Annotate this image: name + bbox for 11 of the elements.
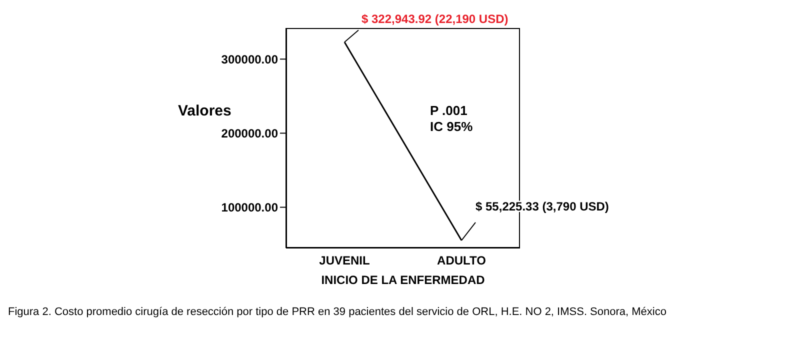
annotation: P .001 bbox=[430, 103, 468, 118]
y-tick-label: 100000.00 bbox=[221, 200, 278, 215]
y-tick-label: 200000.00 bbox=[221, 126, 278, 140]
y-axis-title: Valores bbox=[178, 102, 232, 120]
x-axis-title: INICIO DE LA ENFERMEDAD bbox=[321, 273, 486, 287]
text: Figura 2. Costo promedio cirugía de resección por tipo de PRR en 39 pacientes del servicio de ORL, H.E. NO 2, IMSS. Sonora, México bbox=[8, 306, 668, 318]
x-tick-label: JUVENIL bbox=[319, 254, 370, 268]
x-tick-label: ADULTO bbox=[437, 254, 486, 268]
data-label: $ 322,943.92 (22,190 USD) bbox=[362, 12, 508, 26]
y-tick-label: 300000.00 bbox=[221, 52, 278, 66]
annotation: IC 95% bbox=[430, 119, 473, 134]
